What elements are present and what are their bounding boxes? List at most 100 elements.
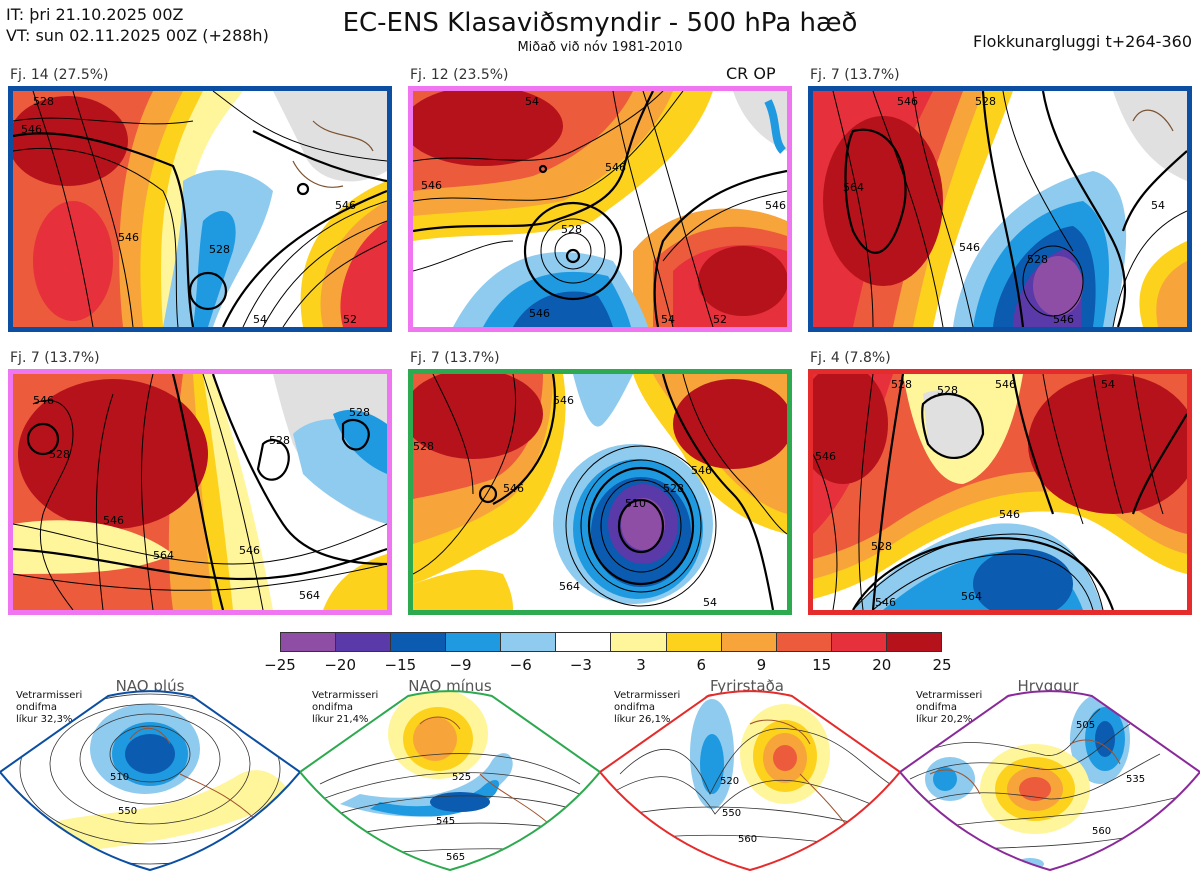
colorbar-swatch	[556, 633, 612, 651]
regime-note-line: Vetrarmisseri	[16, 690, 83, 701]
cluster-map-2-graphic: 54 546 546 528 546 54 52 546	[413, 91, 787, 327]
panel-4-label: Fj. 7 (13.7%)	[10, 350, 100, 366]
colorbar-swatch	[776, 633, 832, 651]
contour-label: 564	[153, 549, 174, 562]
regime-map-2-graphic: 525 545 565	[298, 690, 602, 872]
contour-label: 564	[299, 589, 320, 602]
regime-note-line: ondifma	[16, 702, 57, 713]
regime-2-name: NAO mínus	[408, 677, 492, 695]
regime-3-name: Fyrirstaða	[710, 677, 784, 695]
colorbar-tick-label: −3	[569, 656, 592, 674]
contour-label: 546	[999, 508, 1020, 521]
contour-label: 505	[1076, 720, 1095, 731]
header-times: IT: þri 21.10.2025 00Z VT: sun 02.11.202…	[6, 4, 269, 46]
contour-label: 528	[891, 378, 912, 391]
regime-map-3: 520 550 560	[598, 684, 902, 874]
cluster-map-5: 546 528 546 546 510 528 564 54	[408, 369, 792, 615]
contour-label: 520	[720, 776, 739, 787]
contour-label: 545	[436, 816, 455, 827]
regime-note-line: ondifma	[614, 702, 655, 713]
contour-label: 535	[1126, 774, 1145, 785]
contour-label: 54	[253, 313, 267, 326]
classification-window: Flokkunargluggi t+264-360	[973, 32, 1192, 51]
contour-label: 550	[118, 806, 137, 817]
page-title: EC-ENS Klasaviðsmyndir - 500 hPa hæð	[342, 8, 858, 38]
contour-label: 54	[1151, 199, 1165, 212]
colorbar-swatch	[336, 633, 392, 651]
contour-label: 546	[1053, 313, 1074, 326]
colorbar-swatch	[721, 633, 777, 651]
colorbar-tick-label: 3	[636, 656, 646, 674]
page-subtitle: Miðað við nóv 1981-2010	[517, 40, 683, 55]
contour-label: 510	[625, 497, 646, 510]
colorbar-tick-label: −15	[384, 656, 417, 674]
colorbar-swatch	[391, 633, 447, 651]
cluster-map-1: 528 546 546 528 546 54 52	[8, 86, 392, 332]
contour-label: 528	[1027, 253, 1048, 266]
regime-note-line: líkur 32,3%	[16, 714, 73, 725]
cluster-map-5-graphic: 546 528 546 546 510 528 564 54	[413, 374, 787, 610]
contour-label: 546	[959, 241, 980, 254]
colorbar-tick-label: 6	[696, 656, 707, 674]
anomaly-colorbar	[280, 632, 942, 652]
colorbar-tick-label: 15	[812, 656, 832, 674]
cluster-map-3: 546 528 564 546 528 546 54	[808, 86, 1192, 332]
regime-map-1-graphic: 510 550	[0, 690, 302, 872]
contour-label: 546	[815, 450, 836, 463]
colorbar-tick-label: −6	[509, 656, 532, 674]
colorbar-tick-label: −25	[264, 656, 296, 674]
regime-4-note: Vetrarmisseri ondifma líkur 20,2%	[916, 690, 982, 726]
contour-label: 510	[110, 772, 129, 783]
cluster-map-6: 528 546 528 546 528 54 546 564 546	[808, 369, 1192, 615]
contour-label: 528	[269, 434, 290, 447]
contour-label: 525	[452, 772, 471, 783]
colorbar-swatch	[446, 633, 502, 651]
contour-label: 528	[33, 95, 54, 108]
contour-label: 546	[605, 161, 626, 174]
regime-note-line: líkur 20,2%	[916, 714, 973, 725]
regime-2-note: Vetrarmisseri ondifma líkur 21,4%	[312, 690, 378, 726]
regime-4-name: Hryggur	[1017, 677, 1079, 695]
regime-map-4: 505 535 560	[898, 684, 1200, 874]
colorbar-tick-label: 25	[932, 656, 952, 674]
colorbar-tick-label: −20	[324, 656, 356, 674]
contour-label: 546	[897, 95, 918, 108]
colorbar-swatch	[831, 633, 887, 651]
contour-label: 546	[118, 231, 139, 244]
contour-label: 52	[343, 313, 357, 326]
contour-label: 528	[937, 384, 958, 397]
contour-label: 54	[661, 313, 675, 326]
contour-label: 546	[875, 596, 896, 609]
panel-2-label: Fj. 12 (23.5%)	[410, 67, 509, 83]
colorbar-swatch	[501, 633, 557, 651]
regime-map-3-graphic: 520 550 560	[598, 690, 902, 872]
contour-label: 560	[738, 834, 757, 845]
contour-label: 546	[529, 307, 550, 320]
contour-label: 546	[21, 123, 42, 136]
contour-label: 546	[335, 199, 356, 212]
contour-label: 528	[975, 95, 996, 108]
regime-note-line: ondifma	[916, 702, 957, 713]
contour-label: 54	[525, 95, 539, 108]
colorbar-swatch	[666, 633, 722, 651]
regime-map-2: 525 545 565	[298, 684, 602, 874]
contour-label: 54	[1101, 378, 1115, 391]
cluster-map-4: 546 528 546 528 546 564 564 528	[8, 369, 392, 615]
cluster-map-6-graphic: 528 546 528 546 528 54 546 564 546	[813, 374, 1187, 610]
contour-label: 528	[663, 482, 684, 495]
cluster-map-4-graphic: 546 528 546 528 546 564 564 528	[13, 374, 387, 610]
cr-op-label: CR OP	[726, 64, 776, 83]
regime-note-line: Vetrarmisseri	[614, 690, 681, 701]
contour-label: 528	[49, 448, 70, 461]
regime-note-line: Vetrarmisseri	[312, 690, 379, 701]
regime-1-note: Vetrarmisseri ondifma líkur 32,3%	[16, 690, 82, 726]
cluster-map-1-graphic: 528 546 546 528 546 54 52	[13, 91, 387, 327]
contour-label: 528	[871, 540, 892, 553]
colorbar-swatch	[886, 633, 941, 651]
panel-3-label: Fj. 7 (13.7%)	[810, 67, 900, 83]
regime-map-1: 510 550	[0, 684, 302, 874]
contour-label: 550	[722, 808, 741, 819]
panel-6-label: Fj. 4 (7.8%)	[810, 350, 891, 366]
valid-time: VT: sun 02.11.2025 00Z (+288h)	[6, 26, 269, 45]
colorbar-tick-label: 9	[756, 656, 767, 674]
